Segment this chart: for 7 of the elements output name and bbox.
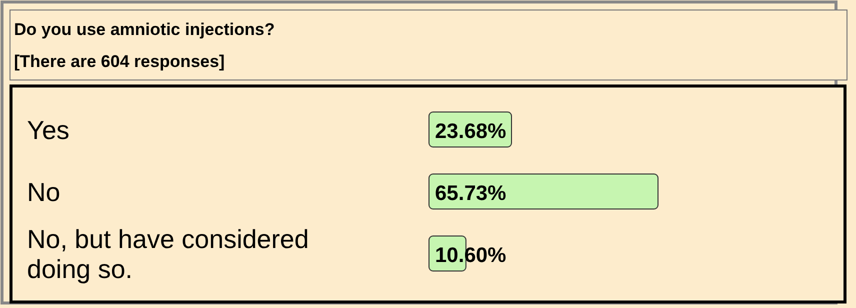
y-tick-label: No, but have considered doing so. <box>27 224 309 284</box>
data-label: 65.73% <box>435 182 507 205</box>
y-tick-label: No <box>27 177 60 207</box>
y-tick-label: Yes <box>27 115 70 145</box>
text: [There are 604 responses] <box>14 52 225 71</box>
data-label: 23.68% <box>435 120 507 143</box>
text: Do you use amniotic injections? <box>14 20 275 39</box>
